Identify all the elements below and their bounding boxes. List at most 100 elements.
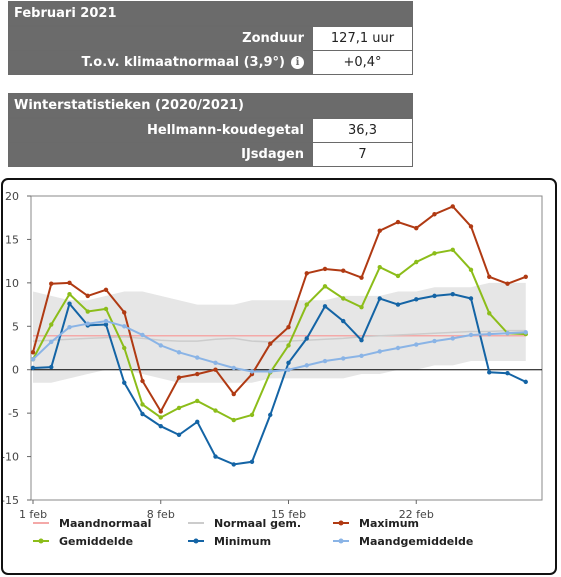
x-tick-label: 15 feb — [271, 508, 306, 521]
data-point — [176, 375, 182, 380]
data-point — [304, 302, 309, 307]
data-point — [249, 369, 255, 374]
data-point — [30, 350, 36, 355]
legend-marker — [338, 520, 344, 526]
normal-range-band — [33, 282, 526, 383]
legend-label: Maandnormaal — [59, 517, 151, 530]
y-tick-label: 15 — [5, 233, 19, 246]
data-point — [395, 273, 401, 279]
data-point — [414, 225, 419, 231]
data-point — [523, 274, 528, 279]
data-point — [450, 204, 455, 209]
series-line-normaal-gem- — [32, 329, 526, 343]
data-point — [158, 423, 163, 429]
data-point — [322, 266, 328, 272]
data-point — [67, 280, 72, 286]
data-point — [505, 281, 510, 286]
data-point — [523, 379, 528, 385]
legend-label: Maandgemiddelde — [359, 535, 473, 548]
series-line-gemiddelde — [32, 248, 526, 422]
legend-label: Minimum — [214, 535, 271, 548]
data-point — [286, 343, 291, 348]
y-tick-label: -5 — [8, 407, 19, 420]
data-point — [213, 367, 218, 372]
data-point — [176, 350, 182, 355]
legend-label: Maximum — [359, 517, 419, 530]
data-point — [414, 342, 419, 347]
data-point — [414, 259, 419, 265]
stat-value-hellmann: 36,3 — [312, 119, 412, 142]
y-tick-label: 5 — [12, 320, 19, 333]
data-point — [377, 349, 382, 354]
data-point — [377, 296, 382, 301]
data-point — [103, 287, 109, 293]
series-line-maximum — [32, 205, 527, 414]
y-tick-label: 20 — [5, 190, 19, 203]
data-point — [49, 281, 54, 286]
info-icon[interactable]: i — [291, 56, 304, 69]
winter-stats-title: Winterstatistieken (2020/2021) — [9, 94, 412, 118]
data-point — [231, 391, 236, 397]
data-point — [487, 274, 492, 279]
y-tick-label: 10 — [5, 277, 19, 290]
data-point — [450, 291, 455, 297]
data-point — [30, 357, 36, 362]
data-point — [176, 405, 182, 411]
x-tick-label: 8 feb — [147, 508, 175, 521]
data-point — [341, 318, 346, 324]
data-point — [432, 251, 437, 256]
series-line-minimum — [32, 293, 527, 466]
data-point — [487, 331, 492, 337]
data-point — [195, 355, 200, 360]
data-point — [67, 301, 72, 306]
data-point — [487, 311, 492, 316]
data-point — [505, 331, 510, 336]
data-point — [359, 275, 364, 280]
data-point — [103, 322, 109, 327]
data-point — [140, 402, 145, 407]
x-tick-label: 1 feb — [19, 508, 47, 521]
data-point — [49, 339, 54, 345]
data-point — [268, 369, 273, 374]
legend-marker — [38, 538, 44, 544]
data-point — [468, 332, 474, 338]
data-point — [286, 360, 291, 365]
data-point — [268, 341, 273, 346]
data-point — [158, 409, 163, 414]
data-point — [231, 417, 236, 423]
data-point — [67, 291, 72, 297]
data-point — [231, 365, 236, 371]
data-point — [450, 247, 455, 253]
data-point — [395, 345, 401, 351]
data-point — [304, 271, 309, 276]
series-line-maandgemiddelde — [32, 320, 526, 373]
data-point — [195, 419, 200, 425]
data-point — [85, 321, 90, 326]
data-point — [505, 370, 510, 376]
data-point — [377, 265, 382, 270]
data-point — [341, 356, 346, 361]
data-point — [395, 302, 401, 307]
stat-label-climate-normal: T.o.v. klimaatnormaal (3,9°) — [81, 55, 285, 70]
stat-label-ice-days: IJsdagen — [241, 147, 304, 162]
stat-row-hellmann: Hellmann-koudegetal 36,3 — [9, 118, 412, 142]
stat-value-sunshine: 127,1 uur — [312, 27, 412, 50]
data-point — [67, 324, 72, 330]
data-point — [304, 363, 309, 368]
data-point — [268, 412, 273, 418]
data-point — [322, 304, 328, 309]
data-point — [304, 336, 309, 341]
data-point — [231, 462, 236, 467]
data-point — [468, 296, 474, 301]
data-point — [213, 454, 218, 459]
data-point — [286, 324, 291, 330]
data-point — [249, 412, 255, 418]
data-point — [249, 459, 255, 464]
data-point — [359, 304, 364, 310]
data-point — [85, 309, 90, 314]
data-point — [140, 411, 145, 417]
data-point — [140, 378, 145, 384]
data-point — [322, 284, 328, 289]
